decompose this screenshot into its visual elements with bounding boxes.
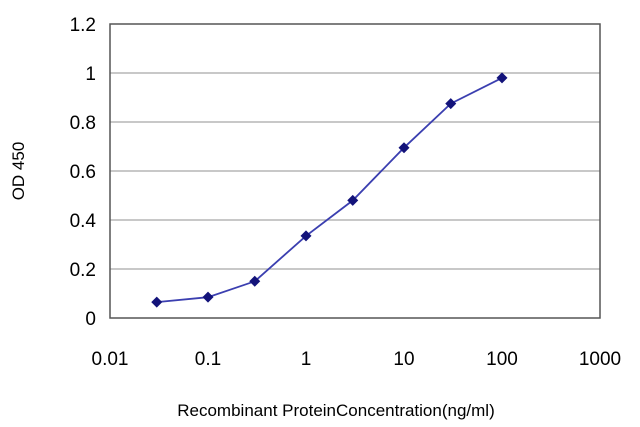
y-tick-label: 0 bbox=[85, 309, 96, 330]
data-point-marker bbox=[445, 98, 457, 110]
x-axis-title: Recombinant ProteinConcentration(ng/ml) bbox=[177, 401, 495, 420]
data-point-marker bbox=[151, 296, 163, 308]
data-point-marker bbox=[202, 291, 214, 303]
data-point-marker bbox=[347, 194, 359, 206]
data-point-marker bbox=[249, 275, 261, 287]
series-group bbox=[151, 72, 508, 308]
data-point-marker bbox=[496, 72, 508, 84]
x-tick-label: 1000 bbox=[579, 349, 621, 370]
plot-area-frame bbox=[109, 23, 601, 319]
y-tick-label: 0.6 bbox=[70, 162, 96, 183]
gridlines bbox=[110, 72, 600, 270]
series-line bbox=[156, 77, 503, 303]
data-point-marker bbox=[398, 142, 410, 154]
y-tick-label: 0.2 bbox=[70, 260, 96, 281]
x-tick-label: 0.1 bbox=[195, 349, 221, 370]
y-tick-label: 0.4 bbox=[70, 211, 97, 232]
y-tick-labels: 0 0.2 0.4 0.6 0.8 1 1.2 bbox=[70, 15, 97, 330]
data-point-marker bbox=[300, 230, 312, 242]
y-tick-label: 1 bbox=[85, 64, 96, 85]
y-tick-label: 1.2 bbox=[70, 15, 96, 36]
x-tick-labels: 0.01 0.1 1 10 100 1000 bbox=[92, 349, 622, 370]
x-tick-label: 0.01 bbox=[92, 349, 129, 370]
x-tick-label: 1 bbox=[301, 349, 312, 370]
y-axis-title: OD 450 bbox=[9, 142, 28, 201]
y-tick-label: 0.8 bbox=[70, 113, 96, 134]
x-tick-label: 100 bbox=[486, 349, 518, 370]
x-tick-label: 10 bbox=[393, 349, 414, 370]
